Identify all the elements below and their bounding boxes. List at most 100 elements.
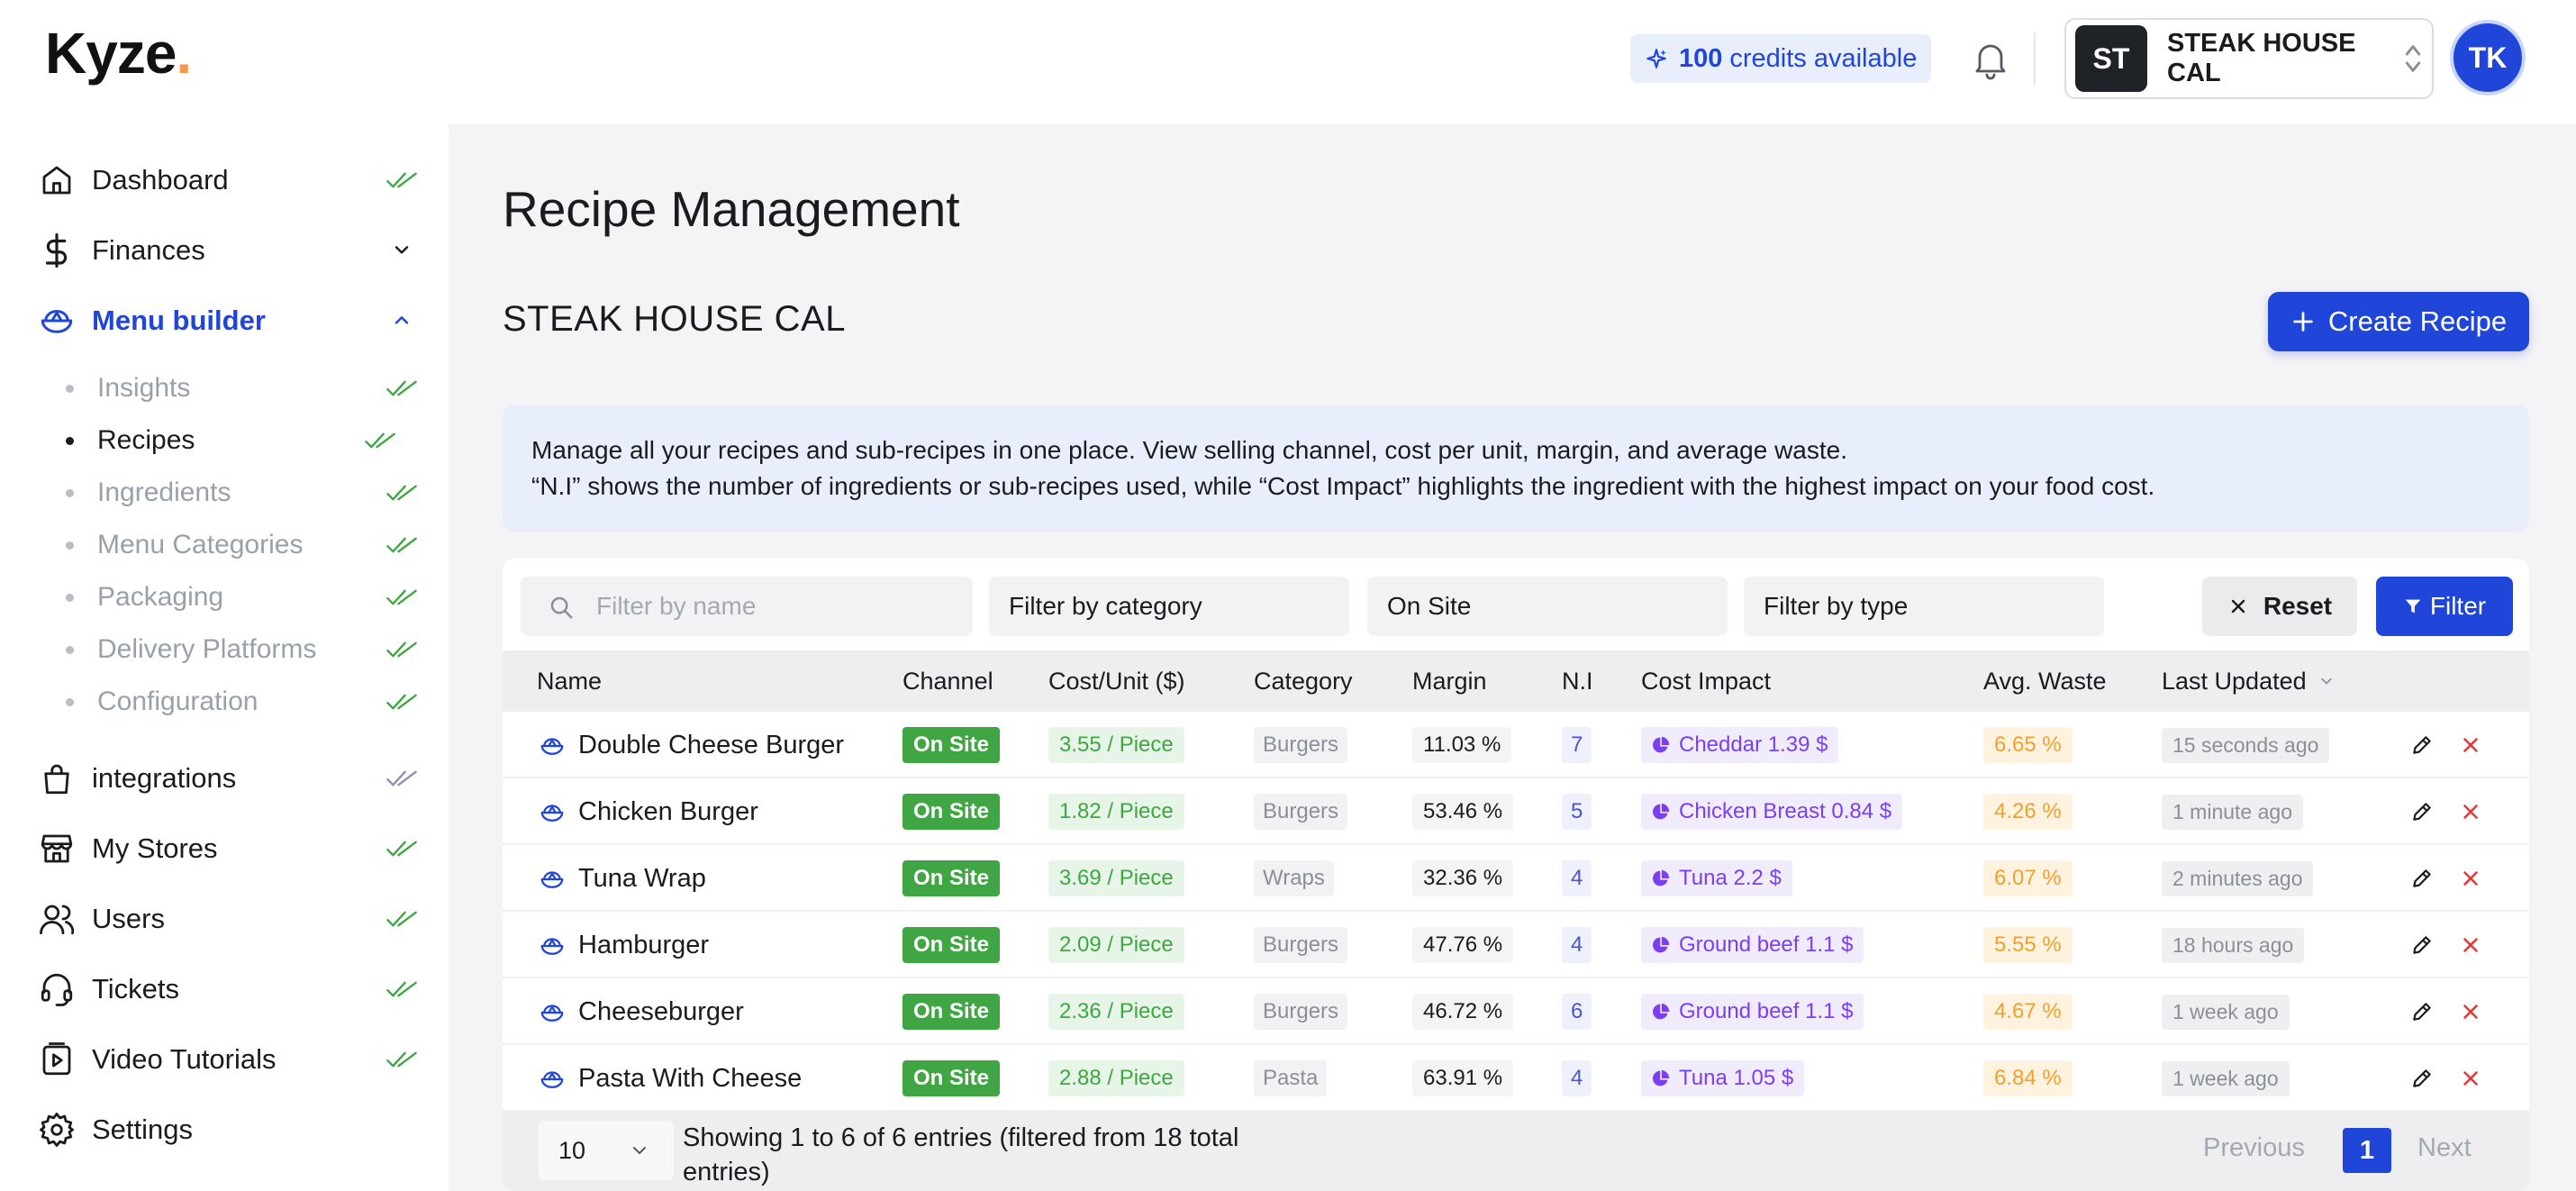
sidebar-item-integrations[interactable]: integrations [0,751,449,805]
column-header-avg-waste[interactable]: Avg. Waste [1983,667,2107,695]
column-header-margin[interactable]: Margin [1412,667,1487,695]
sidebar-subitem-insights[interactable]: Insights [0,366,449,411]
edit-icon[interactable] [2410,1067,2434,1090]
double-check-icon [386,172,417,188]
ni-badge: 4 [1562,927,1592,963]
recipe-name[interactable]: Hamburger [578,930,710,959]
recipe-name[interactable]: Chicken Burger [578,796,758,826]
recipe-name[interactable]: Pasta With Cheese [578,1063,803,1093]
sidebar-item-finances[interactable]: Finances [0,223,449,277]
pie-chart-icon [1653,936,1670,953]
sidebar-item-my-stores[interactable]: My Stores [0,822,449,876]
gear-icon [40,1113,74,1147]
double-check-icon [386,589,417,605]
table-row[interactable]: Tuna Wrap On Site 3.69 / Piece Wraps 32.… [503,845,2529,912]
type-filter-select[interactable]: Filter by type [1744,577,2104,636]
sidebar-subitem-packaging[interactable]: Packaging [0,575,449,620]
recipe-name[interactable]: Double Cheese Burger [578,730,845,759]
create-recipe-button[interactable]: Create Recipe [2268,292,2529,351]
sidebar-item-video-tutorials[interactable]: Video Tutorials [0,1032,449,1086]
kyze-logo[interactable]: Kyze. [45,21,192,86]
sidebar-item-dashboard[interactable]: Dashboard [0,153,449,207]
page-number-button[interactable]: 1 [2343,1128,2391,1173]
sidebar-item-users[interactable]: Users [0,892,449,946]
next-page-button[interactable]: Next [2417,1133,2472,1162]
edit-icon[interactable] [2410,800,2434,823]
delete-icon[interactable] [2459,1000,2482,1023]
table-row[interactable]: Hamburger On Site 2.09 / Piece Burgers 4… [503,912,2529,978]
previous-page-button[interactable]: Previous [2203,1133,2305,1162]
headset-icon [41,973,73,1006]
cost-badge: 3.69 / Piece [1048,860,1184,896]
delete-icon[interactable] [2459,933,2482,957]
sidebar-item-menu-builder[interactable]: Menu builder [0,294,449,348]
bell-icon[interactable] [1969,36,2012,81]
cost-impact-badge: Cheddar 1.39 $ [1641,727,1839,763]
margin-badge: 32.36 % [1412,860,1514,896]
column-header-ni[interactable]: N.I [1562,667,1593,695]
ni-badge: 5 [1562,794,1592,830]
edit-icon[interactable] [2410,867,2434,890]
table-row[interactable]: Cheeseburger On Site 2.36 / Piece Burger… [503,978,2529,1045]
table-row[interactable]: Double Cheese Burger On Site 3.55 / Piec… [503,712,2529,778]
double-check-icon [386,770,417,786]
sidebar-item-settings[interactable]: Settings [0,1103,449,1157]
channel-filter-select[interactable]: On Site [1367,577,1728,636]
sidebar-subitem-menu-categories[interactable]: Menu Categories [0,523,449,568]
sidebar-item-tickets[interactable]: Tickets [0,962,449,1016]
double-check-icon [386,694,417,710]
edit-icon[interactable] [2410,933,2434,957]
bullet-dot [66,697,74,706]
user-avatar[interactable]: TK [2450,20,2526,95]
sidebar-subitem-label: Menu Categories [97,530,304,559]
table-row[interactable]: Chicken Burger On Site 1.82 / Piece Burg… [503,778,2529,845]
credits-label: credits available [1729,43,1918,73]
sidebar-item-label: integrations [92,762,237,794]
cost-badge: 2.88 / Piece [1048,1060,1184,1096]
recipe-name[interactable]: Cheeseburger [578,996,744,1026]
bullet-dot [66,436,74,445]
cost-impact-text: Ground beef 1.1 $ [1679,999,1854,1023]
category-filter-select[interactable]: Filter by category [989,577,1349,636]
info-line-1: Manage all your recipes and sub-recipes … [531,436,1847,464]
delete-icon[interactable] [2459,867,2482,890]
chevron-down-icon [633,1147,647,1154]
search-icon [550,596,573,619]
waste-badge: 4.26 % [1983,794,2073,830]
main-content: Recipe Management STEAK HOUSE CAL Create… [449,124,2576,1191]
sidebar-subitem-ingredients[interactable]: Ingredients [0,470,449,515]
filter-button[interactable]: Filter [2376,577,2513,636]
recipe-name[interactable]: Tuna Wrap [578,863,706,893]
channel-badge: On Site [903,727,1001,763]
delete-icon[interactable] [2459,733,2482,757]
table-row[interactable]: Pasta With Cheese On Site 2.88 / Piece P… [503,1045,2529,1112]
credits-badge[interactable]: 100 credits available [1630,34,1932,83]
column-header-cost-impact[interactable]: Cost Impact [1641,667,1772,695]
column-header-last-updated[interactable]: Last Updated [2162,650,2336,712]
column-header-category[interactable]: Category [1254,667,1353,695]
edit-icon[interactable] [2410,1000,2434,1023]
channel-badge: On Site [903,927,1001,963]
delete-icon[interactable] [2459,800,2482,823]
column-header-name[interactable]: Name [537,667,603,695]
store-icon [41,834,73,863]
page-size-select[interactable]: 10 [539,1121,674,1180]
type-filter-label: Filter by type [1764,592,1909,620]
column-header-channel[interactable]: Channel [903,667,993,695]
store-selector-name: STEAK HOUSE CAL [2167,29,2356,87]
chevron-down-icon [395,246,409,254]
sidebar: Dashboard Finances Menu builder Insights [0,124,449,1191]
bowl-icon [540,1071,564,1088]
store-selector[interactable]: ST STEAK HOUSE CAL [2064,18,2434,99]
cost-impact-badge: Chicken Breast 0.84 $ [1641,794,1903,830]
search-input[interactable]: Filter by name [521,577,973,636]
edit-icon[interactable] [2410,733,2434,757]
delete-icon[interactable] [2459,1067,2482,1090]
waste-badge: 5.55 % [1983,927,2073,963]
ni-badge: 4 [1562,1060,1592,1096]
reset-button[interactable]: Reset [2202,577,2357,636]
sidebar-subitem-recipes[interactable]: Recipes [0,418,449,463]
column-header-cost[interactable]: Cost/Unit ($) [1048,667,1185,695]
sidebar-subitem-delivery-platforms[interactable]: Delivery Platforms [0,627,449,672]
sidebar-subitem-configuration[interactable]: Configuration [0,679,449,724]
